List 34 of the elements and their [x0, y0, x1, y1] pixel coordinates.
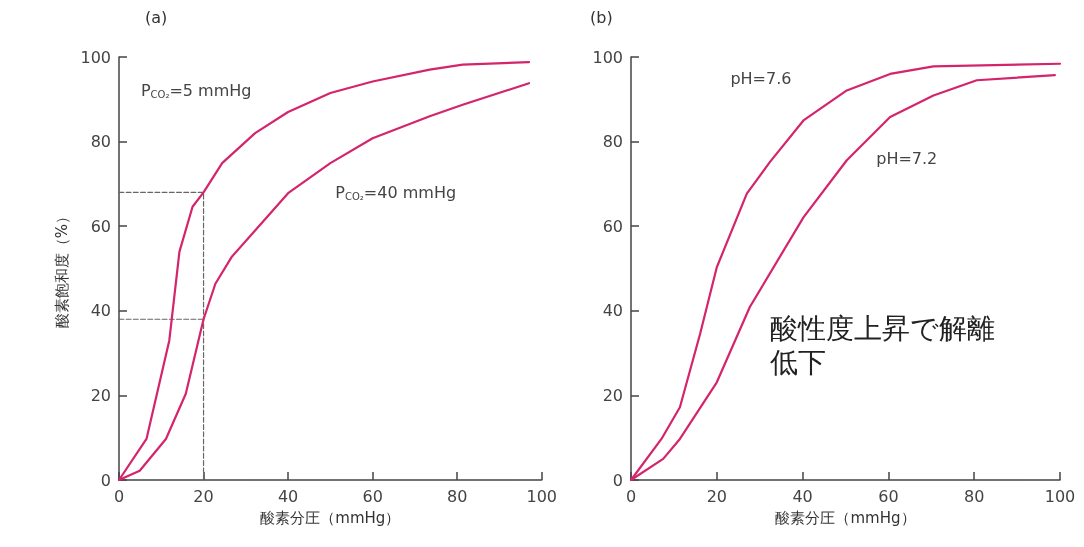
- x-axis-title: 酸素分圧（mmHg）: [260, 508, 401, 527]
- series-label: pH=7.2: [876, 149, 938, 169]
- x-tick-label: 0: [113, 486, 125, 506]
- x-tick-label: 60: [362, 486, 383, 506]
- y-tick-label: 80: [90, 132, 111, 152]
- text: pH=7.6: [730, 68, 792, 88]
- x-tick-label: 100: [1044, 486, 1076, 506]
- y-tick-label: 60: [90, 216, 111, 236]
- x-tick-label: 20: [193, 486, 214, 506]
- chart-title: (b): [590, 7, 613, 27]
- y-tick-label: 0: [612, 470, 623, 490]
- x-tick-label: 80: [964, 486, 985, 506]
- x-tick-label: 100: [526, 486, 557, 506]
- x-tick-label: 20: [706, 486, 727, 506]
- x-tick-label: 40: [277, 486, 299, 506]
- series-label: PCO₂=40 mmHg: [335, 182, 457, 202]
- chart-title: (a): [145, 7, 168, 27]
- y-tick-label: 0: [100, 470, 111, 490]
- annotation: 酸性度上昇で解離低下: [769, 312, 995, 380]
- y-tick-label: 20: [90, 385, 111, 405]
- series-label: PCO₂=5 mmHg: [140, 81, 252, 101]
- x-tick-label: 60: [878, 486, 899, 506]
- y-tick-label: 60: [602, 216, 623, 236]
- y-tick-label: 20: [602, 385, 623, 405]
- y-axis-title: 酸素飽和度（%）: [53, 208, 72, 329]
- y-tick-label: 40: [90, 301, 111, 321]
- x-tick-label: 80: [447, 486, 468, 506]
- y-tick-label: 40: [602, 301, 623, 321]
- x-tick-label: 40: [792, 486, 813, 506]
- y-tick-label: 100: [80, 47, 111, 67]
- x-tick-label: 0: [625, 486, 637, 506]
- x-axis-title: 酸素分圧（mmHg）: [775, 508, 916, 527]
- y-tick-label: 80: [602, 132, 623, 152]
- y-tick-label: 100: [592, 47, 623, 67]
